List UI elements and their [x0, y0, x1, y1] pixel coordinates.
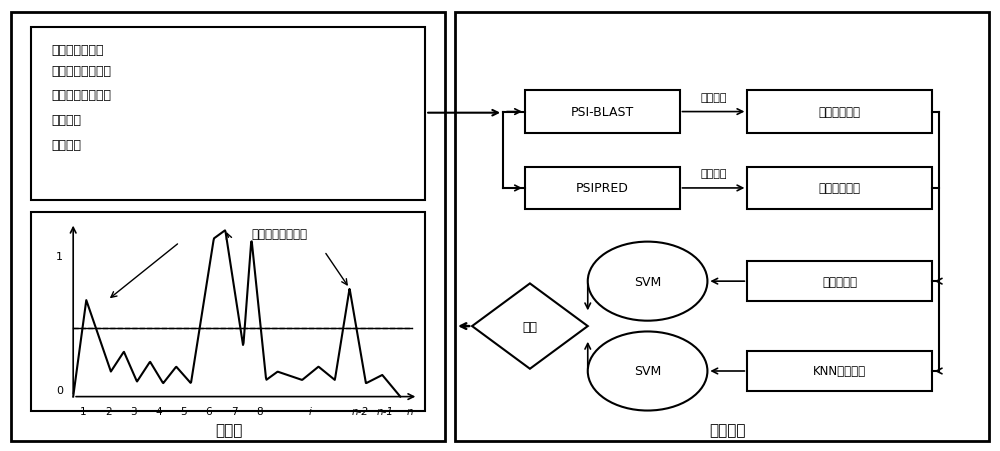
Text: 1: 1: [80, 407, 86, 417]
Bar: [31, 212, 425, 411]
Text: PSIPRED: PSIPRED: [576, 182, 629, 195]
Text: 7: 7: [231, 407, 237, 417]
Bar: [747, 167, 932, 210]
Bar: [747, 91, 932, 133]
Text: 3: 3: [130, 407, 137, 417]
Bar: [747, 262, 932, 302]
Text: 集成: 集成: [522, 320, 537, 333]
Text: 8: 8: [256, 407, 263, 417]
Bar: [747, 351, 932, 391]
Text: SVM: SVM: [634, 365, 661, 377]
Text: 随机下采样: 随机下采样: [822, 275, 857, 288]
Text: 客户端: 客户端: [215, 422, 242, 437]
Text: 0: 0: [56, 385, 63, 395]
Text: ···: ···: [330, 407, 340, 417]
Text: 特征抽取: 特征抽取: [700, 169, 727, 179]
Bar: [525, 167, 680, 210]
Text: 进化信息特征: 进化信息特征: [819, 106, 861, 119]
Text: PSI-BLAST: PSI-BLAST: [571, 106, 634, 119]
Bar: [455, 13, 989, 441]
Ellipse shape: [588, 242, 707, 321]
Ellipse shape: [588, 332, 707, 410]
Text: SVM: SVM: [634, 275, 661, 288]
Text: 分割阈值: 分割阈值: [51, 138, 81, 151]
Text: 6: 6: [206, 407, 212, 417]
Text: n-2: n-2: [351, 407, 368, 417]
Text: 待预测蛋白质序列: 待预测蛋白质序列: [51, 89, 111, 102]
Text: 用户输入界面：: 用户输入界面：: [51, 44, 104, 57]
Text: 预测出的绑定位点: 预测出的绑定位点: [251, 227, 307, 240]
Text: 二级结构特征: 二级结构特征: [819, 182, 861, 195]
Text: i: i: [308, 407, 311, 417]
Text: KNN动态采样: KNN动态采样: [813, 365, 866, 377]
Text: 5: 5: [180, 407, 187, 417]
Text: n-1: n-1: [377, 407, 394, 417]
Text: 特征抽取: 特征抽取: [700, 92, 727, 102]
Polygon shape: [472, 284, 588, 369]
Bar: [525, 91, 680, 133]
Text: 电子邮箱: 电子邮箱: [51, 114, 81, 127]
Text: n: n: [407, 407, 414, 417]
Text: 2: 2: [105, 407, 112, 417]
Text: 4: 4: [155, 407, 162, 417]
Text: 服务器端: 服务器端: [709, 422, 746, 437]
Bar: [11, 13, 445, 441]
Bar: [31, 28, 425, 201]
Text: 待预测蛋白质名称: 待预测蛋白质名称: [51, 64, 111, 78]
Text: 1: 1: [56, 251, 63, 261]
Text: ···: ···: [279, 407, 290, 417]
